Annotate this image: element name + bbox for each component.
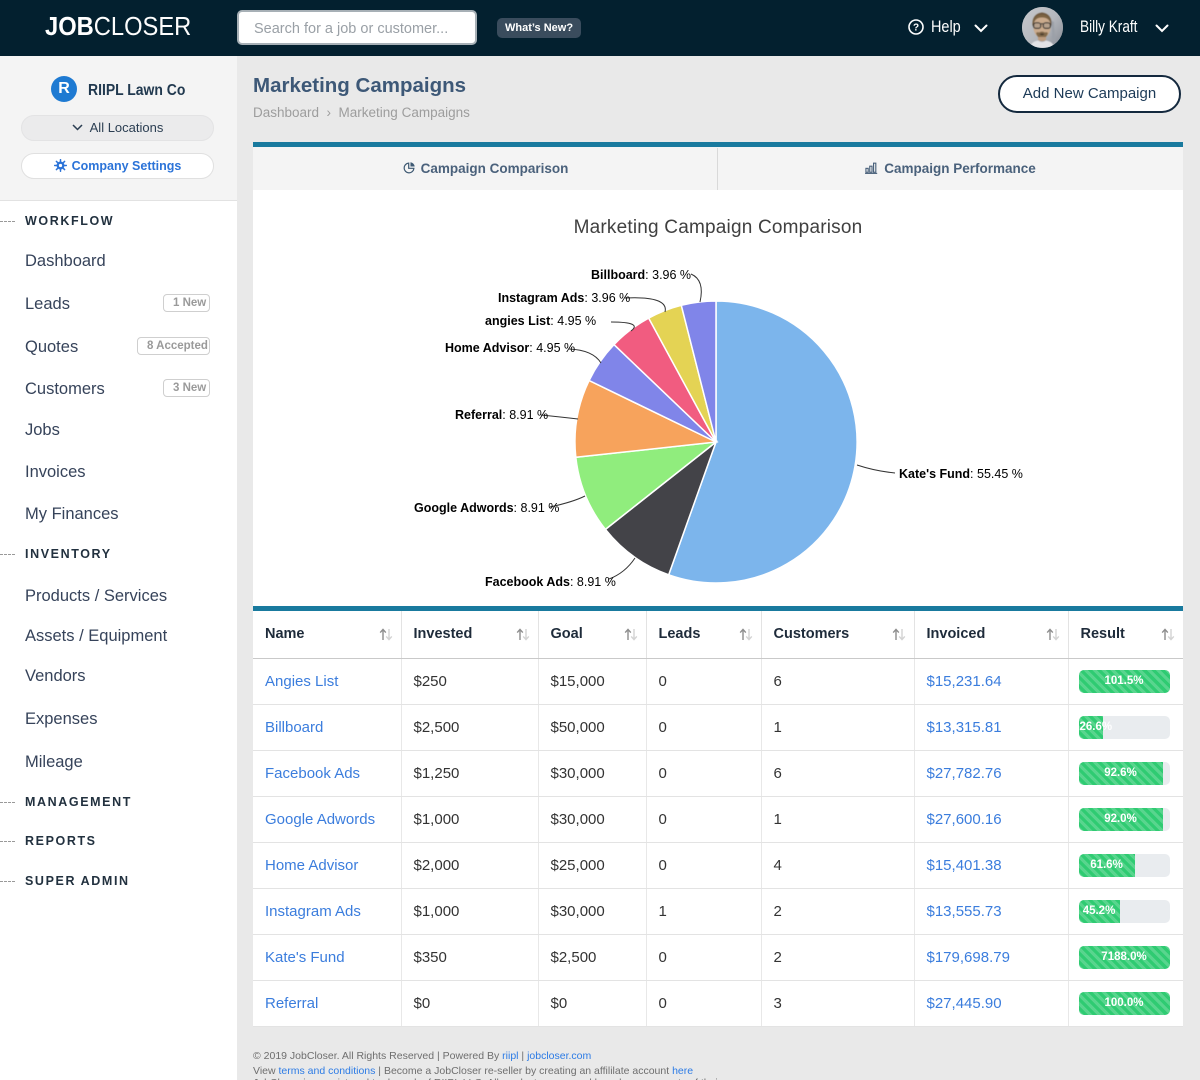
svg-text:?: ? <box>913 23 919 34</box>
